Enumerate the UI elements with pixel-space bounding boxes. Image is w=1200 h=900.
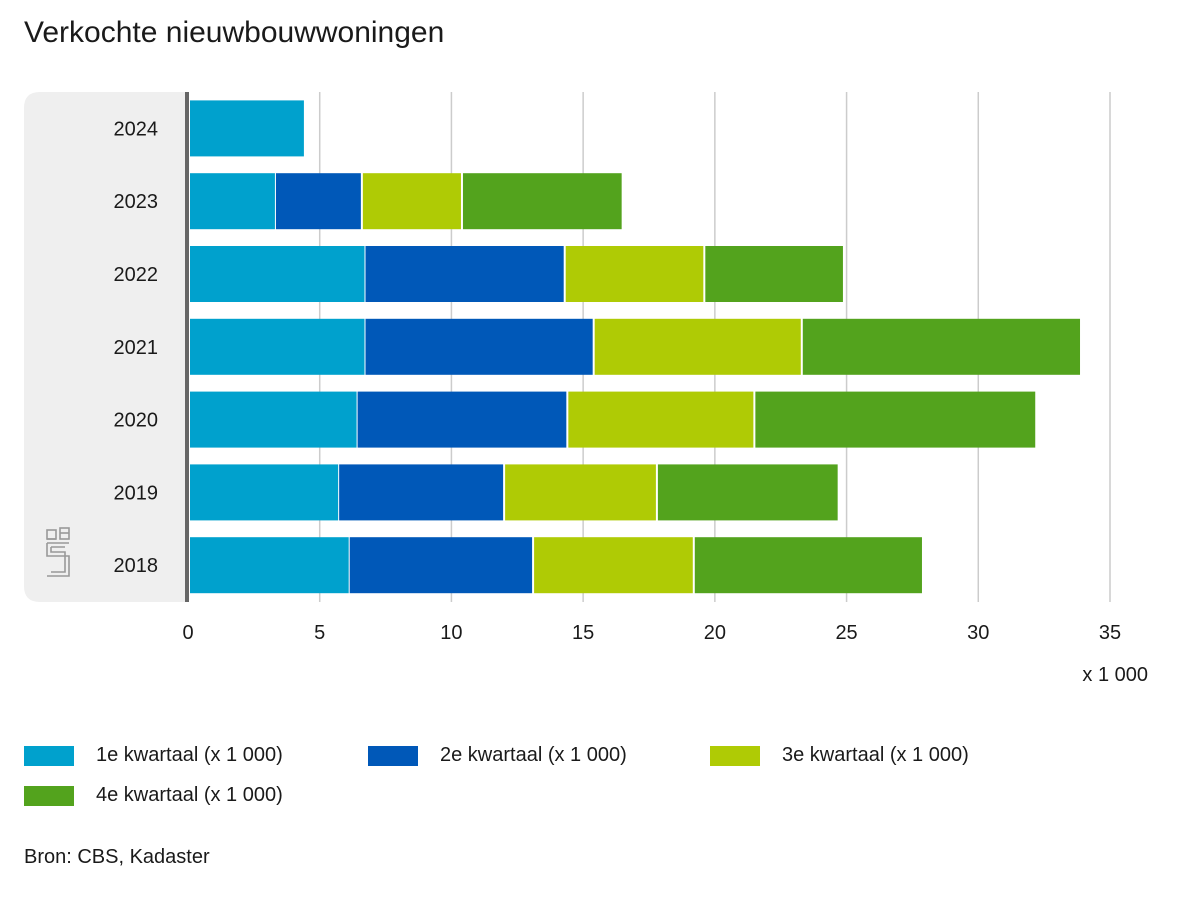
bar-segment bbox=[568, 391, 754, 448]
bar-segment bbox=[657, 464, 838, 521]
chart-title: Verkochte nieuwbouwwoningen bbox=[24, 16, 445, 49]
bar-segment bbox=[357, 391, 567, 448]
x-tick-label: 5 bbox=[314, 622, 325, 644]
y-tick-label: 2018 bbox=[114, 555, 159, 577]
y-tick-label: 2020 bbox=[114, 410, 159, 432]
y-tick-label: 2023 bbox=[114, 191, 159, 213]
bar-segment bbox=[594, 318, 801, 375]
x-axis-unit: x 1 000 bbox=[1082, 664, 1148, 686]
bar-segment bbox=[565, 246, 704, 302]
legend-swatch bbox=[710, 745, 760, 766]
bar-segment bbox=[534, 537, 693, 594]
category-panel bbox=[24, 92, 188, 602]
bar-segment bbox=[802, 318, 1081, 375]
legend-label: 2e kwartaal (x 1 000) bbox=[440, 744, 627, 766]
bar-segment bbox=[755, 391, 1036, 448]
legend-swatch bbox=[24, 745, 74, 766]
x-tick-label: 10 bbox=[440, 622, 462, 644]
legend-item[interactable]: 1e kwartaal (x 1 000) bbox=[24, 744, 283, 767]
x-tick-label: 25 bbox=[835, 622, 857, 644]
bar-segment bbox=[505, 464, 656, 521]
y-tick-label: 2024 bbox=[114, 118, 159, 140]
y-tick-label: 2022 bbox=[114, 264, 159, 286]
x-tick-label: 35 bbox=[1099, 622, 1121, 644]
y-tick-label: 2019 bbox=[114, 482, 159, 504]
cbs-logo-icon bbox=[46, 527, 70, 577]
legend-swatch bbox=[368, 745, 418, 766]
legend-label: 3e kwartaal (x 1 000) bbox=[782, 744, 969, 766]
bar-segment bbox=[190, 464, 339, 521]
y-tick-label: 2021 bbox=[114, 337, 159, 359]
legend-item[interactable]: 3e kwartaal (x 1 000) bbox=[710, 744, 969, 767]
bar-segment bbox=[275, 173, 361, 230]
bar-segment bbox=[190, 173, 275, 230]
bar-segment bbox=[190, 100, 304, 157]
x-tick-label: 30 bbox=[967, 622, 989, 644]
x-tick-label: 20 bbox=[704, 622, 726, 644]
x-tick-label: 0 bbox=[182, 622, 193, 644]
bar-segment bbox=[362, 173, 461, 230]
legend-item[interactable]: 4e kwartaal (x 1 000) bbox=[24, 784, 283, 807]
legend-label: 1e kwartaal (x 1 000) bbox=[96, 744, 283, 766]
y-axis-line bbox=[185, 92, 189, 602]
chart-area: 2024 2023 2022 2021 2020 2019 2018 0 5 10 15 20 25 3… bbox=[24, 92, 1148, 686]
bar-segment bbox=[190, 318, 365, 375]
bar-segment bbox=[190, 246, 365, 302]
legend-item[interactable]: 2e kwartaal (x 1 000) bbox=[368, 744, 627, 767]
bar-segment bbox=[462, 173, 622, 230]
bar-segment bbox=[365, 246, 564, 302]
bar-segment bbox=[705, 246, 843, 302]
bar-segment bbox=[339, 464, 504, 521]
bar-segment bbox=[190, 537, 349, 594]
source-note: Bron: CBS, Kadaster bbox=[24, 846, 210, 868]
bar-segment bbox=[349, 537, 533, 594]
bar-segment bbox=[694, 537, 922, 594]
bar-segment bbox=[365, 318, 593, 375]
legend-label: 4e kwartaal (x 1 000) bbox=[96, 784, 283, 806]
x-tick-label: 15 bbox=[572, 622, 594, 644]
legend-swatch bbox=[24, 785, 74, 806]
bar-segment bbox=[190, 391, 357, 448]
